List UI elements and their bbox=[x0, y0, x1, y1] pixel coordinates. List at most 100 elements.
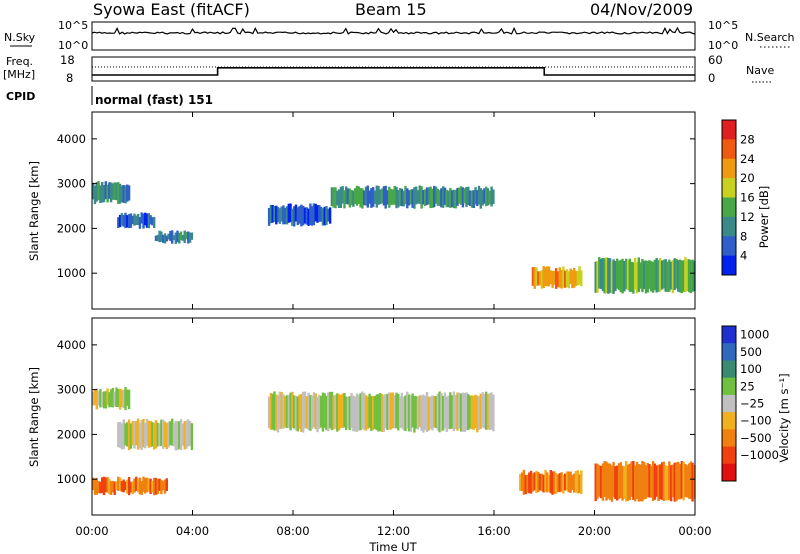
echo-cell bbox=[434, 396, 438, 429]
echo-cell bbox=[409, 395, 413, 432]
echo-cell bbox=[400, 188, 404, 207]
echo-cell bbox=[319, 395, 323, 428]
echo-cell bbox=[346, 396, 350, 429]
y-tick-label: 2000 bbox=[57, 221, 86, 235]
echo-cell bbox=[127, 214, 131, 229]
echo-cell bbox=[312, 203, 316, 226]
echo-cell bbox=[440, 188, 443, 208]
echo-cell bbox=[594, 463, 597, 502]
echo-cell bbox=[359, 393, 362, 431]
echo-cell bbox=[669, 465, 673, 502]
echo-cell bbox=[174, 420, 177, 451]
echo-cell bbox=[655, 465, 658, 497]
echo-cell bbox=[465, 392, 468, 431]
echo-cell bbox=[542, 266, 545, 288]
echo-cell bbox=[339, 394, 343, 428]
echo-cell bbox=[406, 391, 409, 429]
colorbar-tick-label: 12 bbox=[740, 210, 755, 224]
echo-cell bbox=[275, 205, 278, 225]
echo-cell bbox=[485, 186, 488, 207]
echo-cell bbox=[424, 395, 427, 431]
noise-left-tick-bottom: 10^0 bbox=[58, 39, 88, 52]
echo-cell bbox=[686, 259, 689, 291]
time-tick-label: 16:00 bbox=[477, 524, 510, 538]
echo-cell bbox=[108, 182, 111, 199]
echo-cell bbox=[669, 261, 673, 290]
echo-cell bbox=[456, 392, 459, 431]
echo-cell bbox=[526, 474, 529, 493]
echo-cell bbox=[117, 388, 120, 407]
echo-cell bbox=[361, 391, 364, 429]
echo-cell bbox=[280, 206, 283, 222]
echo-cell bbox=[124, 185, 127, 204]
echo-cell bbox=[422, 190, 425, 205]
echo-cell bbox=[285, 395, 289, 428]
echo-cell bbox=[415, 396, 418, 429]
echo-cell bbox=[691, 462, 694, 502]
echo-cell bbox=[293, 206, 296, 227]
echo-cell bbox=[646, 261, 649, 293]
echo-cell bbox=[474, 394, 477, 428]
echo-cell bbox=[122, 479, 125, 493]
echo-cell bbox=[300, 204, 303, 227]
echo-cell bbox=[284, 207, 287, 225]
echo-cell bbox=[316, 396, 319, 433]
echo-cell bbox=[171, 418, 174, 446]
echo-cell bbox=[429, 186, 432, 209]
echo-cell bbox=[97, 390, 100, 406]
echo-cell bbox=[109, 389, 113, 407]
echo-cell bbox=[454, 394, 457, 429]
echo-cell bbox=[345, 186, 348, 204]
echo-cell bbox=[605, 461, 608, 501]
freq-left-label-1: Freq. bbox=[6, 55, 33, 68]
echo-cell bbox=[188, 421, 192, 446]
echo-cell bbox=[443, 187, 447, 205]
echo-cell bbox=[438, 190, 441, 206]
echo-cell bbox=[440, 393, 443, 432]
colorbar-tick-label: −25 bbox=[740, 397, 764, 411]
echo-cell bbox=[373, 190, 377, 204]
echo-cell bbox=[382, 395, 386, 432]
echo-cell bbox=[126, 184, 129, 202]
colorbar-tick-label: 4 bbox=[740, 249, 747, 263]
echo-cell bbox=[135, 420, 138, 446]
echo-cell bbox=[375, 394, 378, 431]
echo-cell bbox=[163, 421, 167, 448]
echo-cell bbox=[160, 231, 163, 242]
echo-cell bbox=[639, 464, 642, 502]
echo-cell bbox=[142, 213, 145, 229]
echo-cell bbox=[477, 396, 481, 430]
echo-cell bbox=[291, 208, 294, 226]
echo-cell bbox=[145, 213, 149, 228]
echo-cell bbox=[187, 419, 190, 447]
echo-cell bbox=[354, 396, 357, 432]
echo-cell bbox=[111, 183, 115, 200]
echo-cell bbox=[169, 230, 172, 241]
echo-cell bbox=[406, 188, 409, 209]
echo-cell bbox=[625, 258, 628, 290]
echo-cell bbox=[167, 421, 170, 448]
echo-cell bbox=[569, 268, 572, 284]
echo-cell bbox=[452, 189, 456, 209]
echo-cell bbox=[337, 394, 341, 431]
echo-cell bbox=[643, 462, 646, 500]
echo-cell bbox=[151, 480, 154, 493]
echo-cell bbox=[145, 419, 149, 446]
echo-cell bbox=[373, 396, 377, 429]
echo-cell bbox=[442, 395, 445, 431]
echo-cell bbox=[646, 463, 649, 498]
echo-cell bbox=[321, 392, 325, 432]
echo-cell bbox=[641, 461, 644, 502]
echo-cell bbox=[126, 215, 129, 228]
echo-cell bbox=[149, 478, 152, 494]
colorbar-segment bbox=[722, 446, 736, 465]
echo-cell bbox=[630, 461, 633, 497]
colorbar-segment bbox=[722, 343, 736, 361]
echo-cell bbox=[310, 395, 314, 429]
echo-cell bbox=[101, 182, 104, 203]
echo-cell bbox=[607, 463, 610, 499]
echo-cell bbox=[560, 270, 563, 289]
echo-cell bbox=[174, 232, 177, 244]
echo-cell bbox=[443, 392, 447, 428]
echo-cell bbox=[612, 259, 615, 294]
